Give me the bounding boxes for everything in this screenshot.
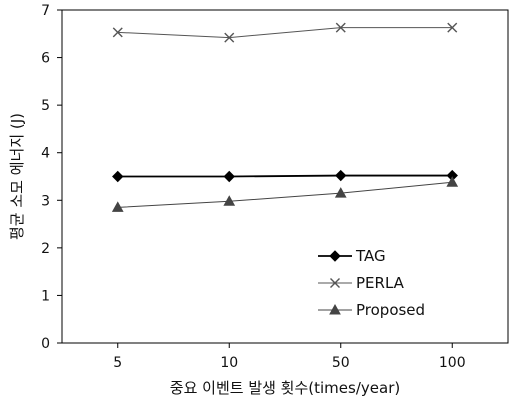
series-perla xyxy=(112,22,458,43)
legend-marker xyxy=(329,303,341,315)
x-tick-label: 10 xyxy=(220,355,238,371)
y-axis: 0 1 2 3 4 5 6 7 xyxy=(41,3,62,352)
marker-stroke xyxy=(447,22,458,33)
y-tick-label: 4 xyxy=(41,146,50,162)
legend-label: PERLA xyxy=(356,274,405,292)
marker-stroke xyxy=(112,27,123,38)
x-tick-label: 50 xyxy=(332,355,350,371)
data-point-proposed xyxy=(334,187,347,198)
marker-stroke xyxy=(330,278,340,288)
legend-marker xyxy=(330,278,340,288)
y-axis-title: 평균 소모 에너지 (J) xyxy=(8,113,26,240)
legend-marker xyxy=(329,250,341,262)
data-point-perla xyxy=(447,22,458,33)
y-tick-label: 7 xyxy=(41,3,50,19)
data-point-tag xyxy=(223,170,235,183)
plot-area xyxy=(61,9,509,344)
data-point-perla xyxy=(112,27,123,38)
legend: TAG PERLA Proposed xyxy=(318,247,425,319)
x-axis-title: 중요 이벤트 발생 횟수(times/year) xyxy=(170,379,400,397)
series-line-tag xyxy=(117,174,453,178)
plot-border xyxy=(61,9,509,344)
data-point-proposed xyxy=(223,195,236,206)
series-line-perla xyxy=(117,27,453,39)
x-tick-label: 5 xyxy=(113,355,122,371)
data-point-proposed xyxy=(446,176,459,187)
series-layer xyxy=(111,22,459,212)
y-tick-label: 2 xyxy=(41,241,50,257)
marker-stroke xyxy=(224,32,235,43)
series-tag xyxy=(112,169,458,183)
data-point-tag xyxy=(335,169,347,182)
data-point-tag xyxy=(112,170,124,183)
legend-item-perla: PERLA xyxy=(318,274,405,292)
data-point-proposed xyxy=(111,201,124,212)
legend-label: Proposed xyxy=(356,301,425,319)
y-tick-label: 5 xyxy=(41,98,50,114)
legend-item-tag: TAG xyxy=(318,247,386,265)
legend-label: TAG xyxy=(355,247,386,265)
series-line-proposed xyxy=(117,181,453,208)
legend-item-proposed: Proposed xyxy=(318,301,425,319)
y-tick-label: 3 xyxy=(41,193,50,209)
x-axis: 5 10 50 100 xyxy=(113,343,466,371)
y-tick-label: 0 xyxy=(41,336,50,352)
y-tick-label: 6 xyxy=(41,51,50,67)
data-point-perla xyxy=(224,32,235,43)
data-point-perla xyxy=(335,22,346,33)
series-proposed xyxy=(111,176,459,212)
marker-stroke xyxy=(335,22,346,33)
x-tick-label: 100 xyxy=(439,355,466,371)
y-tick-label: 1 xyxy=(41,288,50,304)
